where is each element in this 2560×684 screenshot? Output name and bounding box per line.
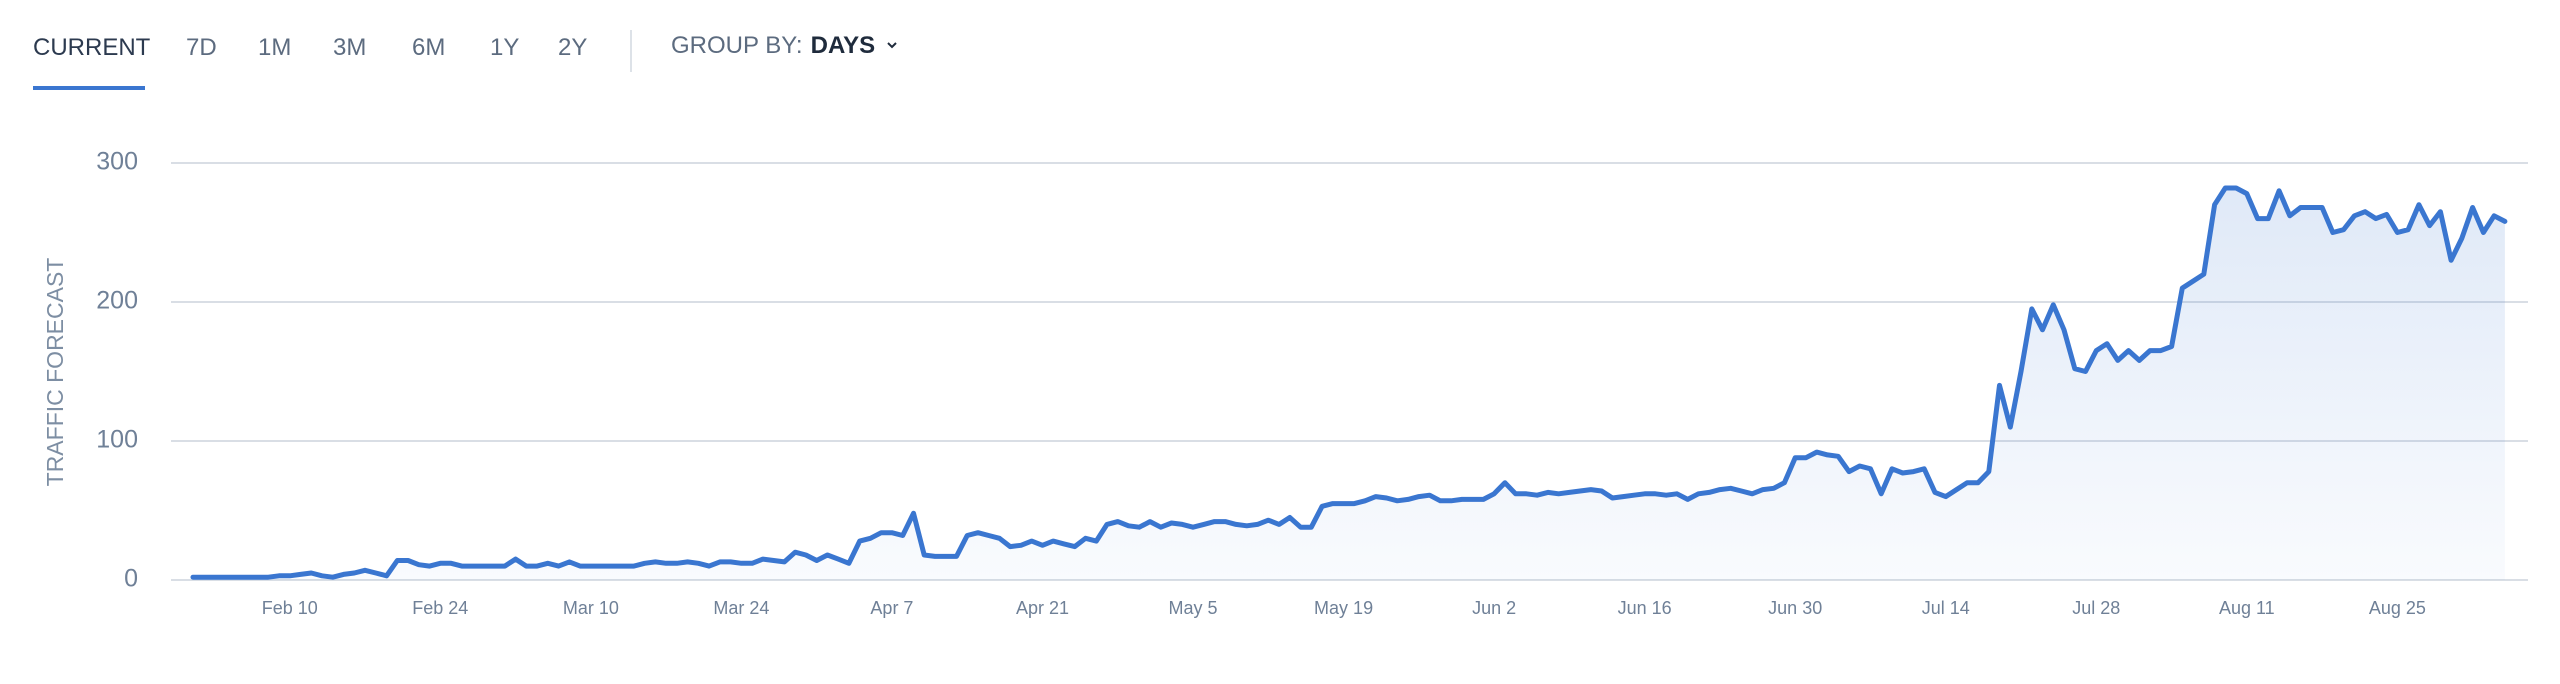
x-tick-label: Jun 2 [1472,598,1516,618]
range-tab[interactable]: 7D [186,34,217,61]
active-tab-underline [33,86,145,90]
x-tick-label: Jun 16 [1618,598,1672,618]
range-tab[interactable]: 2Y [558,34,588,61]
x-tick-label: Apr 7 [870,598,913,618]
y-tick-label: 0 [124,565,138,593]
area-fill [193,188,2505,580]
x-tick-label: Aug 25 [2369,598,2426,618]
y-tick-label: 200 [96,287,138,315]
separator [630,30,632,72]
range-tab[interactable]: 6M [412,34,446,61]
x-tick-label: Mar 24 [713,598,769,618]
x-tick-label: Jul 14 [1922,598,1970,618]
range-tab[interactable]: 1M [258,34,292,61]
x-tick-label: Jul 28 [2072,598,2120,618]
y-axis-label: TRAFFIC FORECAST [42,258,68,487]
x-tick-label: Feb 24 [412,598,468,618]
x-tick-label: Aug 11 [2219,598,2275,618]
group-by-value[interactable]: DAYS [810,32,876,59]
x-tick-label: Jun 30 [1768,598,1822,618]
group-by[interactable]: GROUP BY: DAYS [671,32,897,60]
range-tab[interactable]: CURRENT [33,34,151,61]
series-line [190,185,2508,580]
y-tick-label: 100 [96,426,138,454]
x-tick-label: Feb 10 [262,598,318,618]
x-tick-label: May 5 [1169,598,1218,618]
range-tab[interactable]: 3M [333,34,367,61]
x-tick-label: May 19 [1314,598,1373,618]
x-tick-label: Apr 21 [1016,598,1069,618]
group-by-label: GROUP BY: [671,32,803,59]
range-tab[interactable]: 1Y [490,34,520,61]
y-tick-label: 300 [96,148,138,176]
chevron [887,42,897,49]
x-tick-label: Mar 10 [563,598,619,618]
